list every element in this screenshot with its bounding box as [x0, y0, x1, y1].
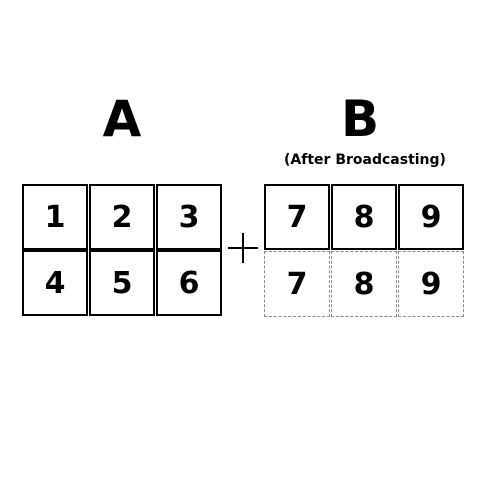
matrix-a-cell: 4	[22, 250, 88, 316]
matrix-b-cell: 9	[398, 184, 464, 250]
matrix-a-label: A	[102, 90, 142, 148]
matrix-a-cell: 1	[22, 184, 88, 250]
matrix-a-cell: 2	[89, 184, 155, 250]
matrix-a-cell: 5	[89, 250, 155, 316]
matrix-b-broadcast-cell: 9	[398, 251, 464, 317]
matrix-b-grid: 7 8 9 7 8 9	[264, 184, 465, 317]
matrix-b-cell: 7	[264, 184, 330, 250]
matrix-a-cell: 6	[156, 250, 222, 316]
matrix-b-broadcast-cell: 8	[331, 251, 397, 317]
plus-icon	[228, 233, 258, 263]
matrix-b-cell: 8	[331, 184, 397, 250]
matrix-b-broadcast-cell: 7	[264, 251, 330, 317]
matrix-b-label: B	[340, 90, 380, 148]
matrix-a-grid: 1 2 3 4 5 6	[22, 184, 222, 316]
broadcast-subtitle: (After Broadcasting)	[284, 152, 446, 168]
matrix-a-cell: 3	[156, 184, 222, 250]
